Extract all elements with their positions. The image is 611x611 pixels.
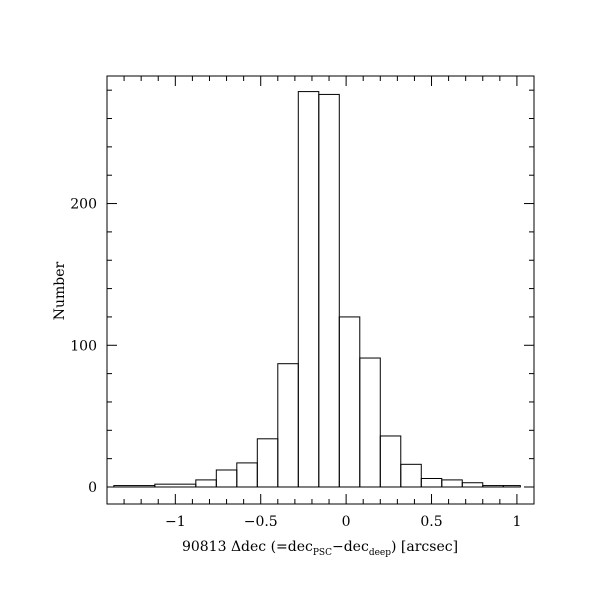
histogram-bar — [482, 485, 504, 488]
histogram-bar — [215, 469, 238, 488]
histogram-bar — [277, 363, 299, 488]
x-axis-label-sub2: deep — [369, 548, 391, 558]
histogram-bar — [359, 357, 381, 488]
histogram-bar — [379, 435, 402, 488]
x-tick-label: 0.5 — [420, 514, 442, 530]
x-tick-label: 0 — [342, 514, 351, 530]
histogram-bar — [236, 462, 258, 488]
histogram-bar — [154, 483, 197, 488]
histogram-bar — [256, 438, 279, 488]
y-tick-label: 0 — [88, 480, 97, 496]
y-axis-label: Number — [52, 261, 68, 320]
y-axis-ticks — [107, 89, 534, 488]
x-tick-label: −1 — [165, 514, 186, 530]
x-tick-label: 1 — [512, 514, 521, 530]
histogram-bar — [318, 93, 340, 488]
histogram-bar — [441, 479, 463, 488]
x-axis-label-prefix: 90813 Δdec (=dec — [182, 539, 313, 555]
x-tick-labels: −1 −0.5 0 0.5 1 — [165, 514, 521, 530]
histogram-bar — [461, 482, 484, 488]
x-axis-label-suffix: ) [arcsec] — [391, 539, 458, 555]
histogram-bar — [338, 316, 361, 488]
y-tick-label: 200 — [70, 197, 97, 213]
y-tick-label: 100 — [70, 338, 97, 354]
x-axis-label: 90813 Δdec (=decPSC−decdeep) [arcsec] — [182, 539, 458, 558]
y-tick-labels: 0 100 200 — [70, 197, 97, 496]
histogram-bar — [297, 91, 320, 488]
histogram-bar — [113, 485, 156, 488]
histogram-bar — [502, 485, 521, 488]
x-tick-label: −0.5 — [244, 514, 278, 530]
histogram-bar — [420, 477, 443, 488]
x-axis-label-sub1: PSC — [313, 548, 332, 558]
plot-frame — [106, 75, 535, 505]
histogram-bar — [195, 479, 217, 488]
x-axis-label-mid: −dec — [332, 539, 369, 555]
histogram-bar — [400, 463, 422, 488]
histogram-bars — [113, 91, 521, 488]
x-axis-ticks — [106, 76, 535, 504]
